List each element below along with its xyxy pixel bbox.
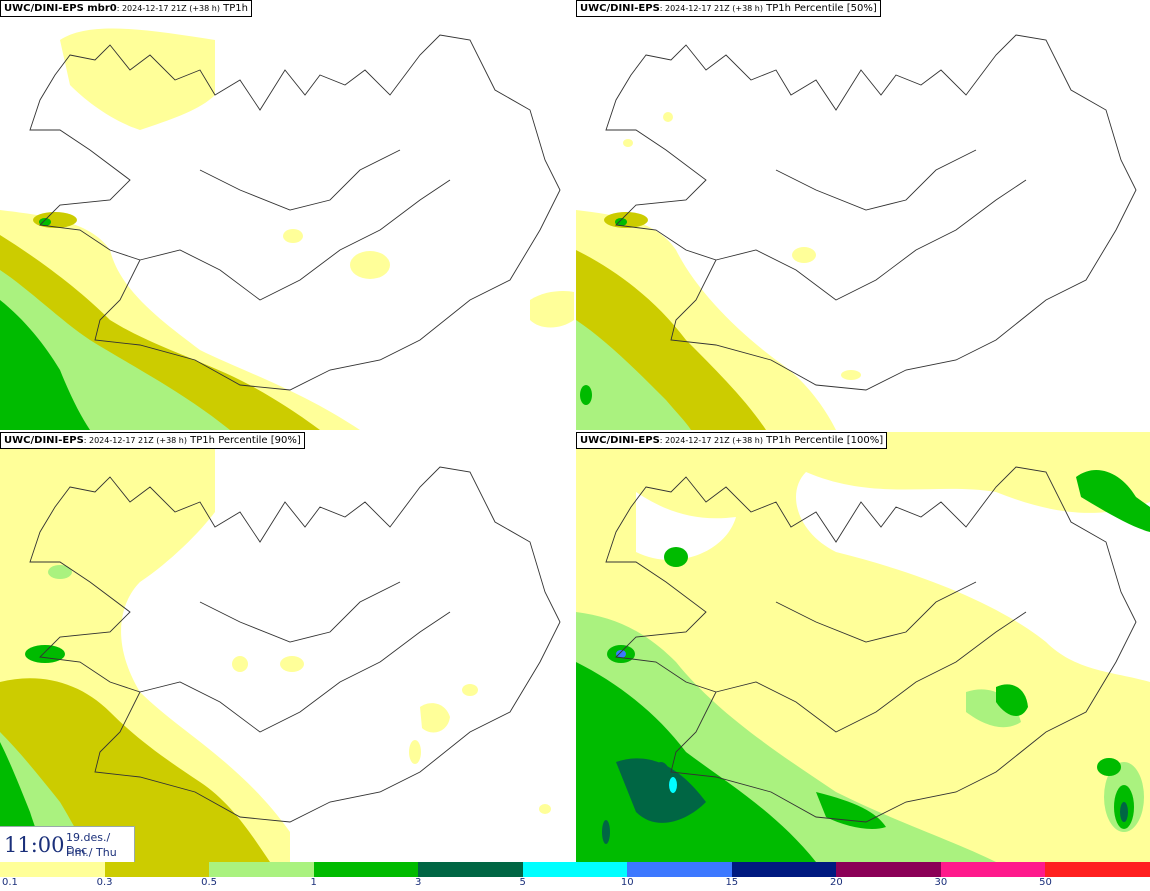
colorbar-segment xyxy=(522,862,628,877)
panel-title: UWC/DINI-EPS: 2024-12-17 21Z (+38 h) TP1… xyxy=(576,432,888,449)
map-panel-p90: UWC/DINI-EPS: 2024-12-17 21Z (+38 h) TP1… xyxy=(0,432,574,862)
iceland-outline xyxy=(605,34,1137,391)
colorbar-segment xyxy=(731,862,837,877)
iceland-outline xyxy=(605,466,1137,823)
iceland-outline xyxy=(29,466,561,823)
colorbar-segment xyxy=(209,862,314,877)
colorbar-tick-label: 1 xyxy=(310,877,317,888)
colorbar-tick-label: 3 xyxy=(414,877,422,888)
colorbar-tick-label: 0.3 xyxy=(96,877,113,888)
precip-fields xyxy=(576,112,861,430)
map-panel-p100: UWC/DINI-EPS: 2024-12-17 21Z (+38 h) TP1… xyxy=(576,432,1150,862)
precip-map xyxy=(576,432,1150,862)
valid-time-box: 11:00 19.des./ Dec Fim./ Thu xyxy=(0,826,135,863)
precip-fields xyxy=(576,432,1150,862)
colorbar-tick-label: 0.5 xyxy=(201,877,218,888)
precip-fields xyxy=(0,28,574,430)
panel-title: UWC/DINI-EPS: 2024-12-17 21Z (+38 h) TP1… xyxy=(576,0,881,17)
colorbar-segment xyxy=(1045,862,1150,877)
colorbar-tick-label: 5 xyxy=(519,877,526,888)
precip-map xyxy=(576,34,1137,430)
colorbar-segment xyxy=(627,862,732,877)
colorbar-tick-label: 0.1 xyxy=(2,877,18,888)
colorbar-segment xyxy=(836,862,941,877)
precip-fields xyxy=(0,432,551,862)
colorbar-segment xyxy=(104,862,210,877)
map-panel-p50: UWC/DINI-EPS: 2024-12-17 21Z (+38 h) TP1… xyxy=(576,0,1150,430)
colorbar-tick-label: 15 xyxy=(725,877,739,888)
colorbar-segment xyxy=(418,862,523,877)
colorbar-tick-label: 20 xyxy=(829,877,843,888)
colorbar-segment xyxy=(313,862,419,877)
valid-date: 19.des./ Dec xyxy=(66,831,111,857)
iceland-outline xyxy=(29,34,561,391)
precip-colorbar xyxy=(0,862,1150,877)
colorbar-tick-label: 30 xyxy=(934,877,948,888)
valid-weekday: Fim./ Thu xyxy=(66,846,117,859)
colorbar-segment xyxy=(940,862,1046,877)
precip-map xyxy=(0,28,574,430)
colorbar-tick-label: 50 xyxy=(1039,877,1052,888)
map-panel-mbr0: UWC/DINI-EPS mbr0: 2024-12-17 21Z (+38 h… xyxy=(0,0,574,430)
precip-map xyxy=(0,432,561,862)
colorbar-tick-label: 10 xyxy=(620,877,634,888)
colorbar-segment xyxy=(0,862,105,877)
valid-time-clock: 11:00 xyxy=(4,833,65,857)
panel-title: UWC/DINI-EPS: 2024-12-17 21Z (+38 h) TP1… xyxy=(0,432,305,449)
panel-title: UWC/DINI-EPS mbr0: 2024-12-17 21Z (+38 h… xyxy=(0,0,252,17)
